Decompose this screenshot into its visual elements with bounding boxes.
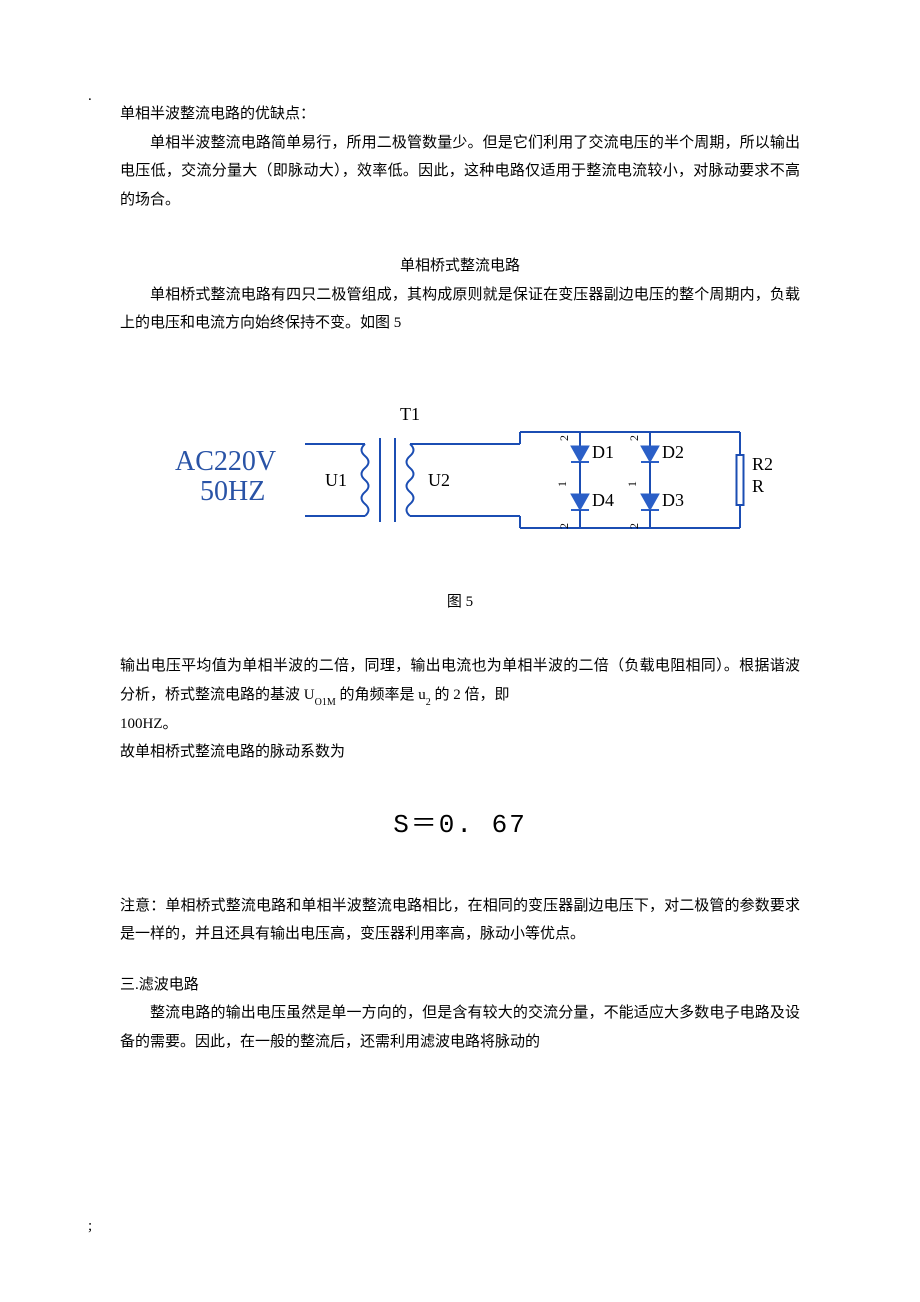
svg-text:D4: D4	[592, 490, 614, 510]
sec1-p1: 单相半波整流电路简单易行，所用二极管数量少。但是它们利用了交流电压的半个周期，所…	[120, 129, 800, 215]
svg-text:R2: R2	[752, 454, 773, 474]
svg-text:D2: D2	[662, 442, 684, 462]
analysis-p2: 100HZ。	[120, 710, 800, 739]
svg-text:AC220V: AC220V	[175, 446, 276, 477]
figure-5: AC220V50HZ T1 U1 U2 D1 D4 D2 D3 2 2 1 1 2 2 R2R	[120, 400, 800, 560]
sec1-head: 单相半波整流电路的优缺点：	[120, 100, 800, 129]
svg-text:D1: D1	[592, 442, 614, 462]
svg-text:2: 2	[557, 435, 571, 441]
page-content: 单相半波整流电路的优缺点： 单相半波整流电路简单易行，所用二极管数量少。但是它们…	[0, 0, 920, 1096]
svg-text:1: 1	[555, 481, 569, 487]
sym-u2: u	[418, 687, 426, 703]
svg-text:T1: T1	[400, 404, 420, 424]
svg-text:R: R	[752, 476, 764, 496]
svg-text:1: 1	[625, 481, 639, 487]
svg-text:50HZ: 50HZ	[200, 476, 265, 507]
svg-text:U1: U1	[325, 470, 347, 490]
bot-mark: ;	[88, 1218, 92, 1235]
sec2-title: 单相桥式整流电路	[120, 252, 800, 281]
sym-u01m-sub: O1M	[315, 697, 336, 708]
note-p: 注意：单相桥式整流电路和单相半波整流电路相比，在相同的变压器副边电压下，对二极管…	[120, 892, 800, 949]
sym-u01m: U	[304, 687, 315, 703]
sec3-head: 三.滤波电路	[120, 971, 800, 1000]
pulsation-formula: S＝0. 67	[120, 801, 800, 850]
analysis-p1: 输出电压平均值为单相半波的二倍，同理，输出电流也为单相半波的二倍（负载电阻相同）…	[120, 652, 800, 710]
svg-text:2: 2	[557, 523, 571, 529]
top-dot: .	[88, 88, 92, 105]
analysis-p3: 故单相桥式整流电路的脉动系数为	[120, 738, 800, 767]
svg-text:2: 2	[627, 435, 641, 441]
analysis-p1b: 的角频率是	[339, 687, 418, 703]
svg-text:U2: U2	[428, 470, 450, 490]
svg-text:2: 2	[627, 523, 641, 529]
figure-5-caption: 图 5	[120, 588, 800, 617]
sym-u2-sub: 2	[426, 697, 431, 708]
sec2-p1: 单相桥式整流电路有四只二极管组成，其构成原则就是保证在变压器副边电压的整个周期内…	[120, 281, 800, 338]
circuit-diagram: AC220V50HZ T1 U1 U2 D1 D4 D2 D3 2 2 1 1 2 2 R2R	[140, 400, 780, 560]
svg-text:D3: D3	[662, 490, 684, 510]
analysis-p1c: 的 2 倍，即	[435, 687, 510, 703]
sec3-p1: 整流电路的输出电压虽然是单一方向的，但是含有较大的交流分量，不能适应大多数电子电…	[120, 999, 800, 1056]
